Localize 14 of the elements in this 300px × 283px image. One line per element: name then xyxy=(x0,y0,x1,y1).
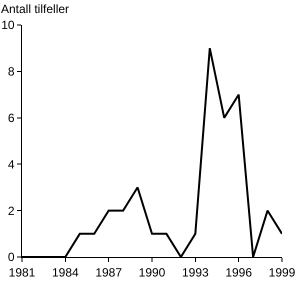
y-tick-label: 8 xyxy=(8,64,15,79)
y-tick-label: 4 xyxy=(8,157,15,172)
x-tick-label: 1996 xyxy=(225,265,252,280)
x-tick-label: 1987 xyxy=(95,265,122,280)
y-tick-label: 0 xyxy=(8,250,15,264)
x-tick-label: 1984 xyxy=(52,265,79,280)
y-tick-label: 10 xyxy=(1,18,15,32)
x-tick-label: 1981 xyxy=(8,265,36,280)
y-axis-title: Antall tilfeller xyxy=(1,2,70,16)
x-tick-label: 1990 xyxy=(138,265,166,280)
y-tick-label: 2 xyxy=(8,204,15,218)
y-tick-label: 6 xyxy=(8,111,15,125)
x-tick-label: 1993 xyxy=(182,265,209,280)
x-tick-label: 1999 xyxy=(268,265,296,280)
